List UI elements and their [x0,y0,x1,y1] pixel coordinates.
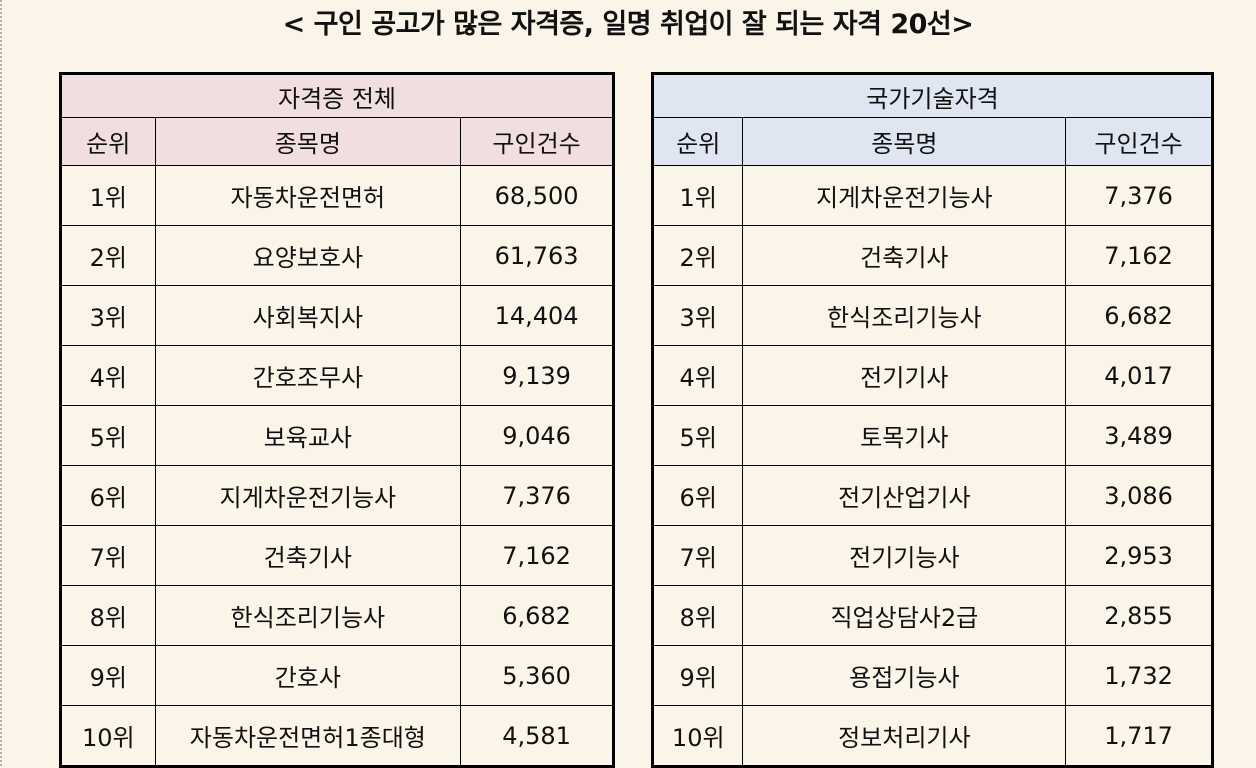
name-cell: 전기기사 [742,345,1067,406]
count-cell: 14,404 [460,285,614,346]
count-cell: 1,732 [1065,645,1213,706]
count-cell: 2,855 [1065,585,1213,646]
table-row: 7위 전기기능사 2,953 [651,525,1213,586]
column-header-rank: 순위 [651,117,744,166]
count-cell: 6,682 [460,585,614,646]
name-cell: 용접기능사 [742,645,1067,706]
count-cell: 3,489 [1065,405,1213,466]
rank-cell: 8위 [651,585,744,646]
table-row: 10위 정보처리기사 1,717 [651,705,1213,767]
rank-cell: 2위 [651,225,744,286]
name-cell: 한식조리기능사 [154,585,462,646]
table-row: 6위 지게차운전기능사 7,376 [60,465,614,526]
table-row: 3위 한식조리기능사 6,682 [651,285,1213,346]
count-cell: 5,360 [460,645,614,706]
column-header-name: 종목명 [742,117,1067,166]
rank-cell: 1위 [651,165,744,226]
table-all-certificates: 자격증 전체 순위 종목명 구인건수 1위 자동차운전면허 68,500 2위 요양보호… [59,72,615,768]
name-cell: 지게차운전기능사 [742,165,1067,226]
table-row: 5위 토목기사 3,489 [651,405,1213,466]
name-cell: 간호조무사 [154,345,462,406]
name-cell: 건축기사 [742,225,1067,286]
rank-cell: 6위 [651,465,744,526]
table-row: 7위 건축기사 7,162 [60,525,614,586]
table-row: 9위 용접기능사 1,732 [651,645,1213,706]
table-row: 9위 간호사 5,360 [60,645,614,706]
column-header-rank: 순위 [60,117,156,166]
count-cell: 7,376 [460,465,614,526]
name-cell: 전기기능사 [742,525,1067,586]
rank-cell: 9위 [651,645,744,706]
name-cell: 보육교사 [154,405,462,466]
rank-cell: 5위 [60,405,156,466]
table-row: 8위 한식조리기능사 6,682 [60,585,614,646]
name-cell: 자동차운전면허1종대형 [154,705,462,767]
table-row: 1위 자동차운전면허 68,500 [60,165,614,226]
rank-cell: 7위 [60,525,156,586]
count-cell: 3,086 [1065,465,1213,526]
rank-cell: 10위 [651,705,744,767]
rank-cell: 8위 [60,585,156,646]
table-row: 10위 자동차운전면허1종대형 4,581 [60,705,614,767]
count-cell: 6,682 [1065,285,1213,346]
table-row: 1위 지게차운전기능사 7,376 [651,165,1213,226]
count-cell: 4,581 [460,705,614,767]
table-heading: 자격증 전체 [60,73,614,118]
name-cell: 지게차운전기능사 [154,465,462,526]
name-cell: 직업상담사2급 [742,585,1067,646]
table-national-technical: 국가기술자격 순위 종목명 구인건수 1위 지게차운전기능사 7,376 2위 건축기사… [651,72,1214,768]
column-header-count: 구인건수 [1065,117,1213,166]
count-cell: 9,046 [460,405,614,466]
table-row: 3위 사회복지사 14,404 [60,285,614,346]
rank-cell: 5위 [651,405,744,466]
name-cell: 건축기사 [154,525,462,586]
name-cell: 정보처리기사 [742,705,1067,767]
table-row: 4위 간호조무사 9,139 [60,345,614,406]
rank-cell: 9위 [60,645,156,706]
column-header-name: 종목명 [154,117,462,166]
page-title: < 구인 공고가 많은 자격증, 일명 취업이 잘 되는 자격 20선> [282,9,974,40]
count-cell: 9,139 [460,345,614,406]
rank-cell: 7위 [651,525,744,586]
name-cell: 자동차운전면허 [154,165,462,226]
count-cell: 68,500 [460,165,614,226]
rank-cell: 4위 [60,345,156,406]
count-cell: 7,162 [460,525,614,586]
name-cell: 한식조리기능사 [742,285,1067,346]
table-row: 6위 전기산업기사 3,086 [651,465,1213,526]
name-cell: 토목기사 [742,405,1067,466]
rank-cell: 4위 [651,345,744,406]
name-cell: 요양보호사 [154,225,462,286]
table-row: 8위 직업상담사2급 2,855 [651,585,1213,646]
table-heading: 국가기술자격 [652,73,1213,118]
count-cell: 4,017 [1065,345,1213,406]
rank-cell: 1위 [60,165,156,226]
count-cell: 7,162 [1065,225,1213,286]
rank-cell: 2위 [60,225,156,286]
rank-cell: 6위 [60,465,156,526]
name-cell: 사회복지사 [154,285,462,346]
rank-cell: 10위 [60,705,156,767]
table-row: 5위 보육교사 9,046 [60,405,614,466]
count-cell: 1,717 [1065,705,1213,767]
column-header-count: 구인건수 [460,117,614,166]
table-row: 2위 건축기사 7,162 [651,225,1213,286]
rank-cell: 3위 [651,285,744,346]
name-cell: 전기산업기사 [742,465,1067,526]
count-cell: 61,763 [460,225,614,286]
rank-cell: 3위 [60,285,156,346]
count-cell: 2,953 [1065,525,1213,586]
table-row: 2위 요양보호사 61,763 [60,225,614,286]
count-cell: 7,376 [1065,165,1213,226]
name-cell: 간호사 [154,645,462,706]
page-border [0,0,4,766]
table-row: 4위 전기기사 4,017 [651,345,1213,406]
